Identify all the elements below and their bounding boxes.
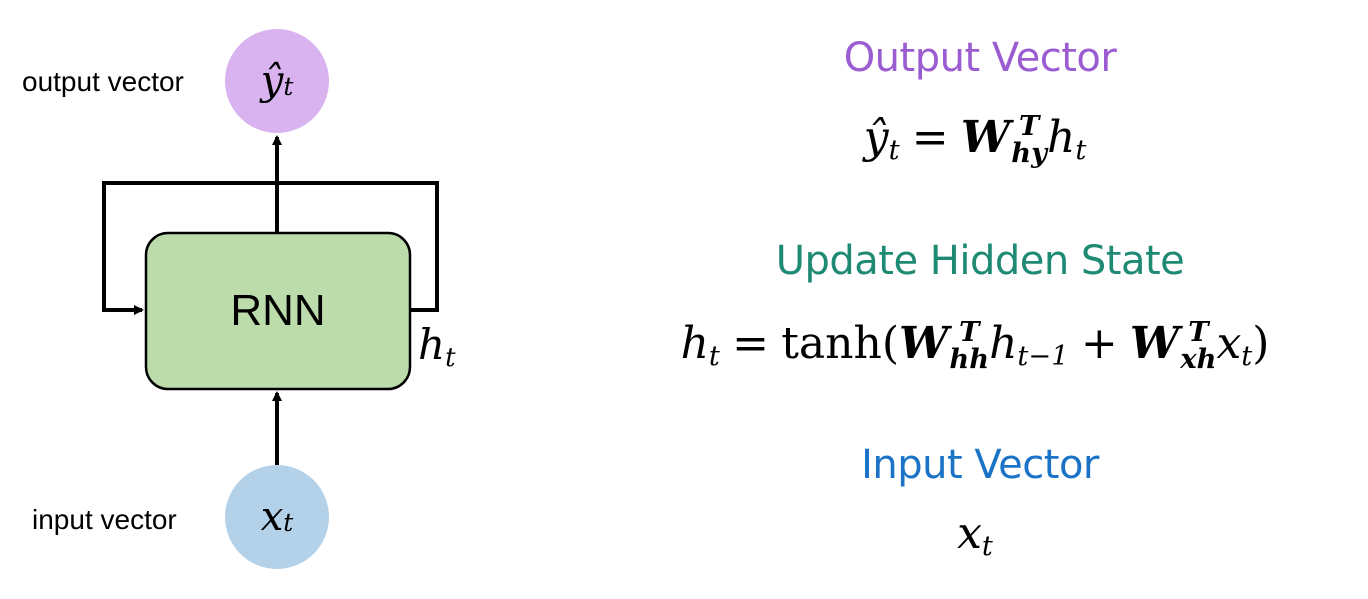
recurrent-loop	[102, 181, 439, 315]
eq-x-sub: t	[1241, 340, 1253, 372]
h-symbol: h	[418, 320, 446, 369]
eq-w-hy: W	[960, 112, 1011, 163]
eq-h-prev-sub: t−1	[1017, 340, 1069, 372]
input-vector-heading: Input Vector	[861, 442, 1099, 488]
eq-w-hy-sub: hy	[1011, 137, 1047, 170]
input-vector-label: input vector	[32, 504, 177, 535]
eq-y-hat-sub: t	[888, 134, 900, 166]
eq-h: h	[1046, 112, 1076, 163]
eq-tanh: tanh(	[781, 318, 899, 369]
input-circle	[225, 465, 329, 569]
y-hat-symbol: ŷ	[260, 58, 284, 104]
eq-ht: h	[680, 318, 709, 369]
eq-w-hh: W	[899, 318, 949, 369]
output-vector-heading: Output Vector	[843, 35, 1117, 81]
eq-h-sub: t	[1075, 134, 1087, 166]
eq-w-hh-sup: T	[959, 316, 980, 349]
eq-ht-sub: t	[708, 340, 720, 372]
eq-input-x: x	[957, 508, 982, 559]
eq-input-x-sub: t	[981, 530, 993, 562]
rnn-diagram-graphic	[102, 29, 439, 569]
eq-w-hy-sup: T	[1018, 110, 1040, 143]
eq-w-hh-sub: hh	[949, 343, 990, 376]
hidden-subscript: t	[445, 342, 456, 373]
eq-w-xh: W	[1129, 318, 1180, 369]
eq-w-xh-sub: xh	[1180, 343, 1217, 376]
eq-close-paren: )	[1252, 318, 1270, 369]
eq-equals: =	[911, 112, 949, 163]
eq-h-prev: h	[989, 318, 1018, 369]
eq-w-xh-sup: T	[1188, 316, 1209, 349]
update-hidden-state-heading: Update Hidden State	[775, 238, 1185, 284]
eq-x: x	[1216, 318, 1242, 369]
output-vector-label: output vector	[22, 66, 184, 97]
eq-equals-2: =	[732, 318, 769, 369]
eq-y-hat: ŷ	[863, 112, 889, 163]
x-symbol: x	[260, 494, 284, 540]
rnn-label: RNN	[230, 286, 326, 335]
eq-plus: +	[1080, 318, 1118, 369]
hidden-state-symbol: ht	[418, 320, 456, 371]
output-circle	[225, 29, 329, 133]
input-equation: xt	[580, 508, 1368, 562]
